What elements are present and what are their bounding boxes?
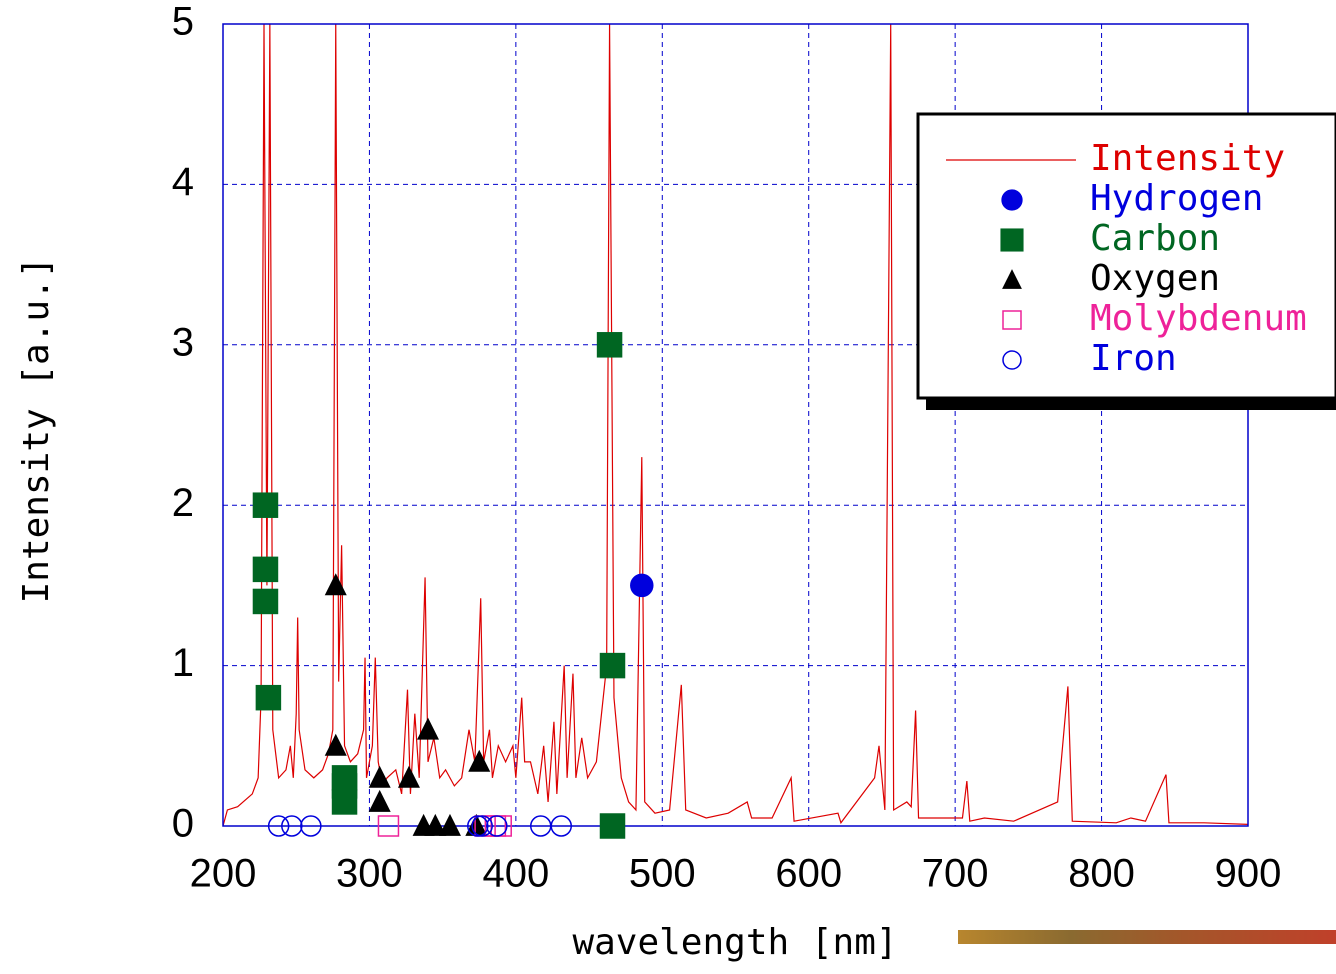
marker [490, 815, 512, 837]
legend-label: Hydrogen [1090, 178, 1263, 219]
marker [377, 815, 400, 837]
legend-label: Iron [1090, 338, 1177, 379]
legend-label: Oxygen [1090, 258, 1220, 299]
marker [281, 815, 303, 837]
intensity-line [223, 24, 1248, 826]
marker [424, 813, 447, 836]
legend-swatch [1002, 310, 1022, 330]
plot-frame [222, 23, 1249, 827]
y-tick-label: 0 [172, 802, 194, 846]
y-axis-label: Intensity [a.u.] [16, 257, 57, 604]
marker [468, 749, 491, 772]
y-tick-label: 3 [172, 320, 194, 364]
legend-swatch [1000, 228, 1024, 252]
legend-label: Carbon [1090, 218, 1220, 259]
marker [630, 573, 654, 598]
x-tick-label: 200 [190, 852, 257, 896]
marker [599, 652, 626, 679]
marker [465, 813, 488, 836]
marker [324, 733, 347, 756]
legend-swatch [1002, 269, 1022, 289]
y-tick-label: 1 [172, 641, 194, 685]
marker [331, 789, 358, 815]
x-axis-label: wavelength [nm] [572, 922, 897, 963]
x-tick-label: 500 [629, 852, 696, 896]
markers [252, 332, 654, 839]
marker [252, 588, 279, 615]
marker [467, 815, 489, 837]
x-tick-label: 900 [1215, 852, 1282, 896]
marker [471, 815, 493, 837]
y-tick-label: 5 [172, 0, 194, 44]
y-tick-label: 4 [172, 160, 194, 204]
marker [397, 765, 420, 788]
x-tick-label: 300 [336, 852, 403, 896]
x-tick-label: 700 [922, 852, 989, 896]
legend-swatch [1001, 189, 1023, 211]
marker [267, 815, 290, 837]
marker [368, 765, 391, 788]
legend-label: Intensity [1090, 138, 1285, 179]
marker [368, 789, 391, 812]
x-tick-label: 600 [775, 852, 842, 896]
marker [599, 813, 626, 839]
marker [324, 573, 347, 596]
x-tick-label: 800 [1068, 852, 1135, 896]
marker [300, 815, 322, 837]
photo-strip [958, 930, 1336, 944]
legend-box [916, 112, 1336, 400]
y-tick-label: 2 [172, 481, 194, 525]
marker [486, 815, 508, 837]
legend-swatch [1002, 350, 1022, 370]
marker [255, 684, 282, 711]
marker [417, 717, 439, 740]
legend-label: Molybdenum [1090, 298, 1307, 339]
marker [550, 815, 572, 837]
plot-area [223, 24, 1248, 826]
marker [596, 332, 623, 358]
marker [252, 556, 279, 583]
marker [252, 492, 279, 518]
x-tick-label: 400 [482, 852, 549, 896]
legend: IntensityHydrogenCarbonOxygenMolybdenumI… [916, 112, 1336, 410]
marker [438, 813, 461, 836]
